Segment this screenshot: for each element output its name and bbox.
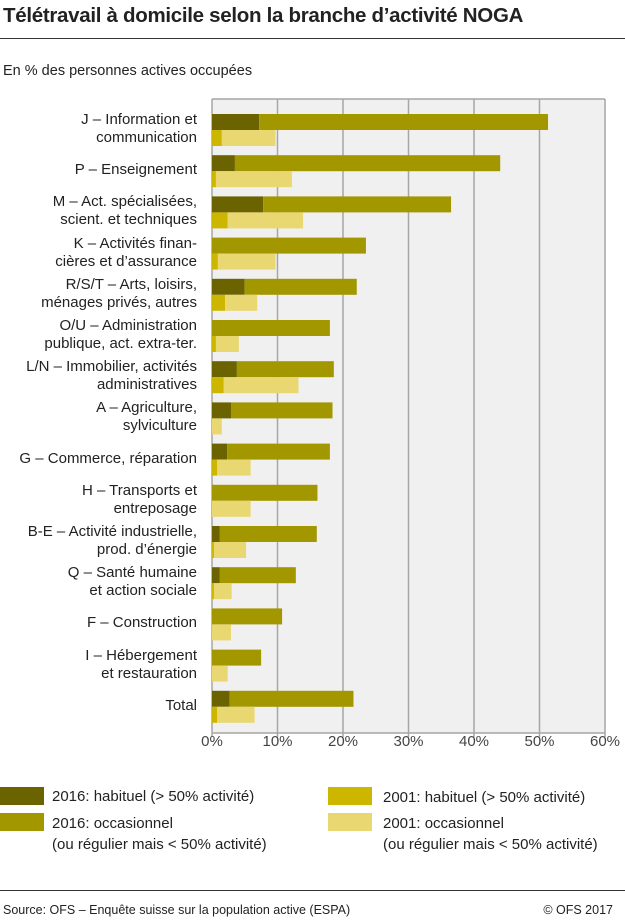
bar-2001-occasionnel (227, 212, 304, 229)
bar-2016-habituel (212, 567, 220, 584)
bar-2001-occasionnel (215, 171, 292, 188)
bar-2016-occasionnel (212, 608, 283, 625)
bar-2016-occasionnel (229, 690, 354, 707)
copyright: © OFS 2017 (543, 903, 613, 917)
x-tick-label: 50% (524, 733, 555, 750)
bar-2001-habituel (212, 542, 214, 558)
bar-2001-occasionnel (217, 459, 251, 476)
legend-label: 2001: habituel (> 50% activité) (383, 789, 586, 806)
bar-2001-occasionnel (212, 624, 231, 641)
bar-2016-occasionnel (219, 526, 317, 542)
category-label: P – Enseignement (74, 161, 197, 179)
category-label: Q – Santé humaine et action sociale (67, 564, 197, 600)
category-label: M – Act. spécialisées, scient. et techni… (52, 193, 197, 229)
category-label: J – Information et communication (81, 111, 197, 146)
plot-area (211, 98, 606, 737)
bar-2016-occasionnel (234, 155, 501, 172)
bar-2001-occasionnel (217, 706, 255, 723)
category-label: L/N – Immobilier, activités administrati… (26, 358, 197, 394)
source-note: Source: OFS – Enquête suisse sur la popu… (3, 903, 351, 917)
bar-2016-occasionnel (263, 196, 452, 213)
bar-2016-occasionnel (236, 361, 334, 378)
chart-title: Télétravail à domicile selon la branche … (3, 4, 524, 27)
chart-subtitle: En % des personnes actives occupées (3, 63, 253, 79)
legend-label: 2001: occasionnel (ou régulier mais < 50… (383, 815, 598, 853)
bar-2016-occasionnel (244, 278, 357, 295)
x-tick-label: 0% (201, 733, 223, 750)
legend-swatch (0, 813, 44, 831)
footer-divider (0, 890, 625, 891)
bar-2016-habituel (212, 526, 220, 542)
x-tick-label: 10% (262, 733, 293, 750)
bar-2001-habituel (212, 583, 214, 600)
bar-2016-habituel (212, 196, 264, 213)
bar-2001-habituel (212, 459, 218, 476)
bar-2016-occasionnel (212, 484, 318, 501)
bar-2016-habituel (212, 361, 237, 378)
x-tick-label: 30% (393, 733, 424, 750)
bar-2001-habituel (212, 130, 222, 146)
bar-2016-occasionnel (230, 402, 333, 419)
category-label: H – Transports et entreposage (81, 481, 197, 517)
bar-2001-habituel (212, 336, 216, 352)
category-label: O/U – Administration publique, act. extr… (44, 317, 197, 352)
bar-2016-habituel (212, 443, 228, 460)
x-tick-label: 20% (327, 733, 359, 750)
category-label: F – Construction (86, 614, 197, 632)
bar-2016-occasionnel (212, 649, 262, 666)
bar-2016-habituel (212, 402, 231, 419)
category-label: G – Commerce, réparation (19, 449, 197, 467)
bar-2001-occasionnel (221, 130, 276, 146)
category-label: R/S/T – Arts, loisirs, ménages privés, a… (41, 275, 197, 311)
bar-2016-occasionnel (259, 114, 549, 130)
category-label: I – Hébergement et restauration (85, 646, 197, 682)
legend-swatch (328, 787, 372, 805)
category-label: K – Activités finan- cières et d’assuran… (55, 234, 197, 270)
bar-2001-occasionnel (213, 542, 247, 558)
bar-2001-habituel (212, 377, 224, 394)
bar-2001-occasionnel (212, 500, 251, 517)
title-divider (0, 38, 625, 39)
bar-2001-habituel (212, 212, 228, 229)
bar-2016-habituel (212, 114, 260, 130)
bar-2001-occasionnel (225, 294, 258, 311)
bar-2001-habituel (212, 253, 218, 270)
bar-2001-occasionnel (217, 253, 276, 270)
bar-2016-habituel (212, 690, 230, 707)
legend-label: 2016: occasionnel (ou régulier mais < 50… (52, 815, 267, 853)
category-label: A – Agriculture, sylviculture (96, 399, 197, 435)
category-label: Total (165, 696, 197, 714)
legend-swatch (328, 813, 372, 831)
legend-label: 2016: habituel (> 50% activité) (52, 788, 255, 805)
bar-2016-habituel (212, 155, 235, 172)
bar-2016-occasionnel (227, 443, 330, 460)
bar-2016-occasionnel (219, 567, 296, 584)
bar-2001-habituel (212, 294, 226, 311)
bar-2001-occasionnel (213, 583, 232, 600)
bar-2016-occasionnel (212, 237, 366, 254)
category-label: B-E – Activité industrielle, prod. d’éne… (27, 523, 197, 558)
legend-swatch (0, 787, 44, 805)
bar-2001-habituel (212, 706, 218, 723)
bar-2001-occasionnel (212, 665, 228, 682)
bar-2016-occasionnel (212, 320, 330, 336)
bar-2001-occasionnel (212, 418, 222, 435)
bar-2016-habituel (212, 278, 245, 295)
x-tick-label: 40% (458, 733, 490, 750)
bar-2001-occasionnel (223, 377, 299, 394)
bar-2001-occasionnel (215, 336, 239, 352)
x-tick-label: 60% (589, 733, 621, 750)
bar-2001-habituel (212, 171, 216, 188)
